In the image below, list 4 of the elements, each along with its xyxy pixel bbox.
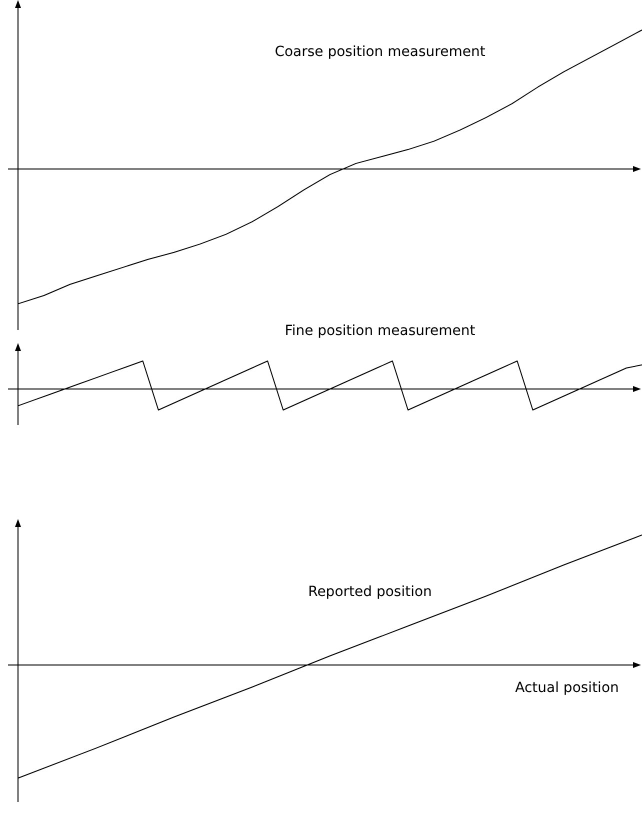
text: Reported position [308,584,432,600]
x-axis-title: Actual position [515,680,619,696]
text: Coarse position measurement [274,44,486,60]
chart-title: Fine position measurement [284,323,476,339]
